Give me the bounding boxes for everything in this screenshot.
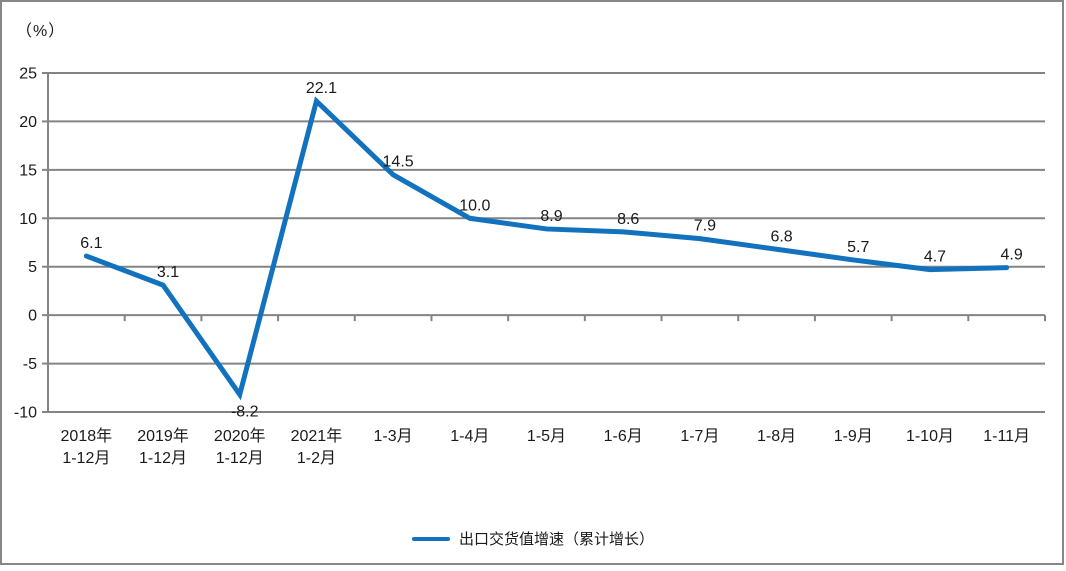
y-axis-tick-label: -10 [14, 405, 37, 422]
legend-label: 出口交货值增速（累计增长） [458, 531, 654, 548]
data-point-label: 14.5 [383, 154, 414, 171]
data-point-label: 4.9 [1001, 247, 1023, 264]
x-axis-label: 1-2月 [297, 450, 336, 467]
data-point-label: -8.2 [231, 404, 259, 421]
legend: 出口交货值增速（累计增长） [0, 528, 1066, 549]
y-axis-tick-label: 20 [19, 114, 37, 131]
x-axis-label: 1-8月 [757, 428, 796, 445]
data-point-label: 22.1 [306, 80, 337, 97]
data-series-line [83, 96, 1010, 401]
x-axis-label: 2020年 [214, 427, 266, 445]
x-axis-label: 1-10月 [906, 428, 954, 445]
x-axis-label: 2019年 [137, 427, 189, 445]
x-axis-label: 1-9月 [834, 428, 873, 445]
data-point-label: 6.8 [770, 228, 792, 245]
y-axis-tick-label: 25 [19, 66, 37, 83]
y-axis-unit-label: （%） [16, 23, 66, 40]
y-axis-tick-label: 5 [28, 259, 37, 276]
y-axis-tick-label: 0 [28, 308, 37, 325]
data-point-label: 6.1 [80, 235, 102, 252]
data-point-label: 8.9 [540, 208, 562, 225]
data-point-label: 7.9 [694, 218, 716, 235]
x-axis-label: 2018年 [61, 427, 113, 445]
x-axis-label: 2021年 [291, 427, 343, 445]
y-axis-tick-label: 10 [19, 211, 37, 228]
data-point-label: 8.6 [617, 211, 639, 228]
data-point-label: 3.1 [157, 264, 179, 281]
data-point-label: 4.7 [924, 249, 946, 266]
x-axis-label: 1-6月 [604, 428, 643, 445]
data-point-label: 10.0 [459, 197, 490, 214]
x-axis-label: 1-5月 [527, 428, 566, 445]
x-axis-label: 1-12月 [216, 450, 264, 467]
x-axis-label: 1-12月 [139, 450, 187, 467]
x-axis-label: 1-7月 [680, 428, 719, 445]
x-axis-label: 1-11月 [983, 428, 1030, 445]
data-point-label: 5.7 [847, 239, 869, 256]
x-axis-label: 1-4月 [450, 428, 489, 445]
y-axis-tick-label: 15 [19, 162, 37, 179]
x-axis-label: 1-3月 [374, 428, 413, 445]
x-axis-label: 1-12月 [62, 450, 110, 467]
legend-line-marker [411, 536, 450, 541]
y-axis-tick-label: -5 [23, 356, 37, 373]
